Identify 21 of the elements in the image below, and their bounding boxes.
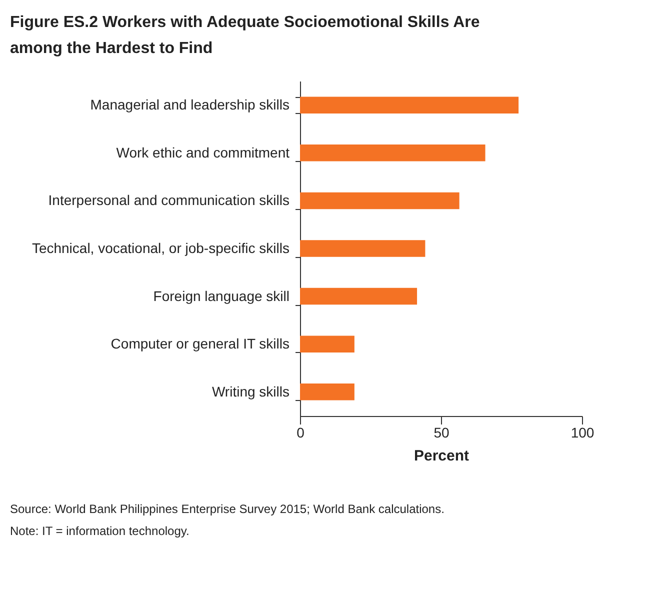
- y-tick-label: Foreign language skill: [153, 288, 290, 304]
- y-tick-label: Technical, vocational, or job-specific skills: [32, 240, 290, 256]
- y-tick-label: Managerial and leadership skills: [90, 96, 290, 113]
- bar: [300, 96, 519, 114]
- x-axis-title: Percent: [414, 448, 470, 464]
- bar: [300, 384, 354, 400]
- x-tick-label: 0: [296, 424, 305, 440]
- x-tick-label: 100: [570, 424, 594, 440]
- chart-title: Figure ES.2 Workers with Adequate Socioemotional Skills Are among the Hardest to Find: [10, 14, 480, 57]
- source-note: Source: World Bank Philippines Enterprise Survey 2015; World Bank calculations.: [10, 502, 444, 516]
- y-tick-label: Interpersonal and communication skills: [48, 192, 290, 208]
- bar: [300, 192, 460, 210]
- bar: [300, 144, 486, 162]
- text: Note: IT = information technology.: [10, 524, 190, 538]
- x-tick-label: 50: [434, 424, 450, 440]
- y-tick-label: Computer or general IT skills: [110, 336, 290, 352]
- bar: [300, 240, 426, 257]
- y-tick-label: Work ethic and commitment: [116, 144, 290, 160]
- y-tick-label: Writing skills: [212, 383, 290, 400]
- bar: [300, 336, 354, 352]
- bar: [300, 288, 418, 305]
